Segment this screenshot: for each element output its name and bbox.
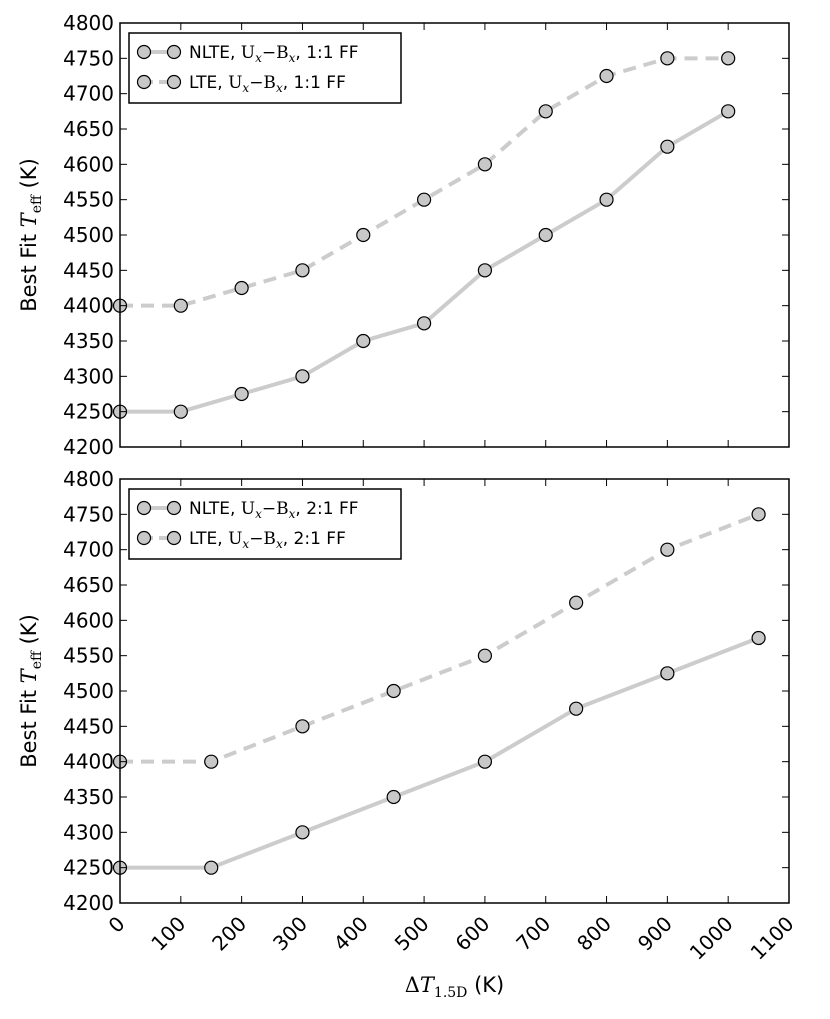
legend: NLTE, Ux−Bx, 2:1 FF LTE, Ux−Bx, 2:1 FF <box>128 488 402 560</box>
x-tick-label: 300 <box>268 912 312 956</box>
y-tick-label: 4700 <box>63 82 114 106</box>
data-point <box>386 789 401 805</box>
y-tick-label: 4600 <box>63 152 114 176</box>
legend-marker <box>166 500 182 516</box>
y-tick-label: 4250 <box>63 856 114 880</box>
y-tick-label: 4500 <box>63 679 114 703</box>
y-tick-label: 4600 <box>63 608 114 632</box>
data-point <box>599 192 614 207</box>
data-point <box>356 227 371 243</box>
series-line-nlte <box>120 636 760 870</box>
x-tick-label: 400 <box>329 912 373 956</box>
data-point <box>295 825 310 840</box>
x-tick-label: 1100 <box>746 912 799 965</box>
data-point <box>204 754 219 769</box>
data-point <box>295 263 310 278</box>
data-point <box>295 719 310 734</box>
y-tick-label: 4250 <box>63 400 114 424</box>
data-point <box>660 139 675 154</box>
y-tick-label: 4550 <box>63 644 114 668</box>
x-tick-label: 1000 <box>685 912 738 965</box>
x-tick-label: 200 <box>207 912 251 956</box>
data-point <box>173 298 188 313</box>
y-tick-label: 4200 <box>63 435 114 459</box>
y-tick-label: 4650 <box>63 573 114 597</box>
y-tick-label: 4300 <box>63 364 114 388</box>
data-point <box>569 701 584 716</box>
data-point <box>477 648 493 663</box>
y-tick-label: 4450 <box>63 258 114 282</box>
data-point <box>234 280 249 296</box>
data-point <box>477 157 493 172</box>
y-tick-label: 4300 <box>63 820 114 844</box>
legend-label: LTE, Ux−Bx, 2:1 FF <box>189 529 346 551</box>
y-tick-label: 4400 <box>63 750 114 774</box>
x-tick-label: 800 <box>572 912 616 956</box>
y-tick-label: 4750 <box>63 502 114 526</box>
x-axis-label: ΔT1.5D (K) <box>405 973 505 1001</box>
y-tick-label: 4550 <box>63 188 114 212</box>
legend-marker <box>136 500 152 516</box>
data-point <box>204 860 219 875</box>
data-point <box>173 404 188 419</box>
series-line-nlte <box>120 109 730 414</box>
data-point <box>599 68 614 84</box>
series-line-lte <box>120 512 760 764</box>
y-tick-label: 4450 <box>63 714 114 738</box>
y-tick-label: 4800 <box>63 467 114 491</box>
data-point <box>234 386 249 402</box>
y-tick-label: 4200 <box>63 891 114 915</box>
data-point <box>538 104 553 119</box>
data-point <box>416 192 432 207</box>
x-tick-label: 900 <box>633 912 677 956</box>
x-tick-label: 100 <box>146 912 190 956</box>
panel-bottom: 4200 4250 4300 4350 4400 4450 4500 4550 4600 4650… <box>17 467 799 1001</box>
legend-marker <box>136 74 152 90</box>
y-tick-label: 4800 <box>63 11 114 35</box>
data-point <box>538 227 553 243</box>
legend: NLTE, Ux−Bx, 1:1 FF LTE, Ux−Bx, 1:1 FF <box>128 32 402 104</box>
y-tick-label: 4650 <box>63 117 114 141</box>
series-line-lte <box>120 56 729 308</box>
data-point <box>569 595 584 610</box>
x-tick-label: 700 <box>511 912 555 956</box>
y-tick-label: 4400 <box>63 294 114 318</box>
legend-label: NLTE, Ux−Bx, 1:1 FF <box>189 43 359 65</box>
y-tick-label: 4500 <box>63 223 114 247</box>
legend-marker <box>166 530 182 546</box>
y-tick-label: 4750 <box>63 46 114 70</box>
legend-marker <box>136 530 152 546</box>
y-tick-label: 4700 <box>63 538 114 562</box>
data-point <box>386 683 401 699</box>
data-point <box>660 51 675 66</box>
data-point <box>416 316 432 331</box>
x-tick-label: 500 <box>390 912 434 956</box>
data-point <box>477 263 493 278</box>
data-point <box>660 542 675 557</box>
y-tick-label: 4350 <box>63 329 114 353</box>
panel-top: 4200 4250 4300 4350 4400 4450 4500 4550 4600 4650… <box>17 11 790 459</box>
y-axis-label: Best Fit Teff (K) <box>17 158 45 312</box>
data-point <box>751 507 766 522</box>
legend-box <box>128 32 402 104</box>
data-point <box>660 666 675 681</box>
y-axis-label: Best Fit Teff (K) <box>17 614 45 768</box>
data-point <box>295 369 310 384</box>
data-point <box>356 333 371 349</box>
data-point <box>751 630 766 646</box>
x-tick-label: 600 <box>450 912 494 956</box>
y-tick-label: 4350 <box>63 785 114 809</box>
data-point <box>721 104 736 119</box>
legend-box <box>128 488 402 560</box>
data-point <box>721 51 736 66</box>
x-tick-label: 0 <box>104 912 130 938</box>
legend-label: NLTE, Ux−Bx, 2:1 FF <box>189 499 359 521</box>
legend-marker <box>166 74 182 90</box>
data-point <box>477 754 493 769</box>
legend-label: LTE, Ux−Bx, 1:1 FF <box>189 73 346 95</box>
legend-marker <box>166 44 182 60</box>
legend-marker <box>136 44 152 60</box>
